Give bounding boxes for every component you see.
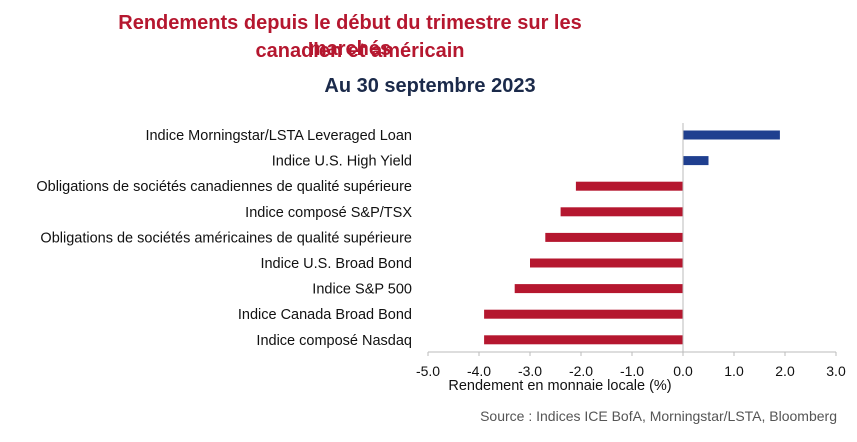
category-label-2: Obligations de sociétés canadiennes de q… — [36, 179, 412, 195]
chart-title-line2: canadien et américain — [255, 40, 465, 62]
x-tick-labels: -5.0 -4.0 -3.0 -2.0 -1.0 0.0 1.0 2.0 3.0 — [416, 352, 846, 379]
x-tick-label-3: -2.0 — [569, 363, 593, 379]
category-label-5: Indice U.S. Broad Bond — [260, 256, 412, 272]
category-label-7: Indice Canada Broad Bond — [238, 307, 412, 323]
bar-5 — [530, 258, 683, 268]
bar-4 — [545, 232, 683, 242]
bar-2 — [575, 181, 683, 191]
chart-subtitle: Au 30 septembre 2023 — [324, 75, 536, 97]
x-tick-label-6: 1.0 — [724, 363, 744, 379]
x-tick-label-8: 3.0 — [826, 363, 846, 379]
x-tick-label-2: -3.0 — [518, 363, 542, 379]
x-tick-label-7: 2.0 — [775, 363, 795, 379]
x-axis-title: Rendement en monnaie locale (%) — [448, 378, 671, 394]
x-tick-label-5: 0.0 — [673, 363, 693, 379]
x-tick-label-4: -1.0 — [620, 363, 644, 379]
category-label-3: Indice composé S&P/TSX — [245, 205, 412, 221]
bar-8 — [484, 335, 683, 345]
category-label-0: Indice Morningstar/LSTA Leveraged Loan — [145, 128, 412, 144]
category-label-8: Indice composé Nasdaq — [256, 333, 412, 349]
category-labels: Indice Morningstar/LSTA Leveraged Loan In… — [36, 128, 412, 349]
category-label-4: Obligations de sociétés américaines de q… — [40, 230, 412, 246]
bar-1 — [683, 156, 709, 166]
category-label-1: Indice U.S. High Yield — [272, 154, 412, 170]
x-tick-label-1: -4.0 — [467, 363, 491, 379]
bar-3 — [560, 207, 683, 217]
source-note: Source : Indices ICE BofA, Morningstar/L… — [480, 408, 837, 424]
x-tick-label-0: -5.0 — [416, 363, 440, 379]
bar-7 — [484, 309, 683, 319]
bar-0 — [683, 130, 780, 140]
category-label-6: Indice S&P 500 — [312, 282, 412, 298]
chart-title-line1: Rendements depuis le début du trimestre … — [118, 12, 582, 60]
bars-group — [484, 130, 780, 345]
bar-6 — [514, 284, 683, 294]
